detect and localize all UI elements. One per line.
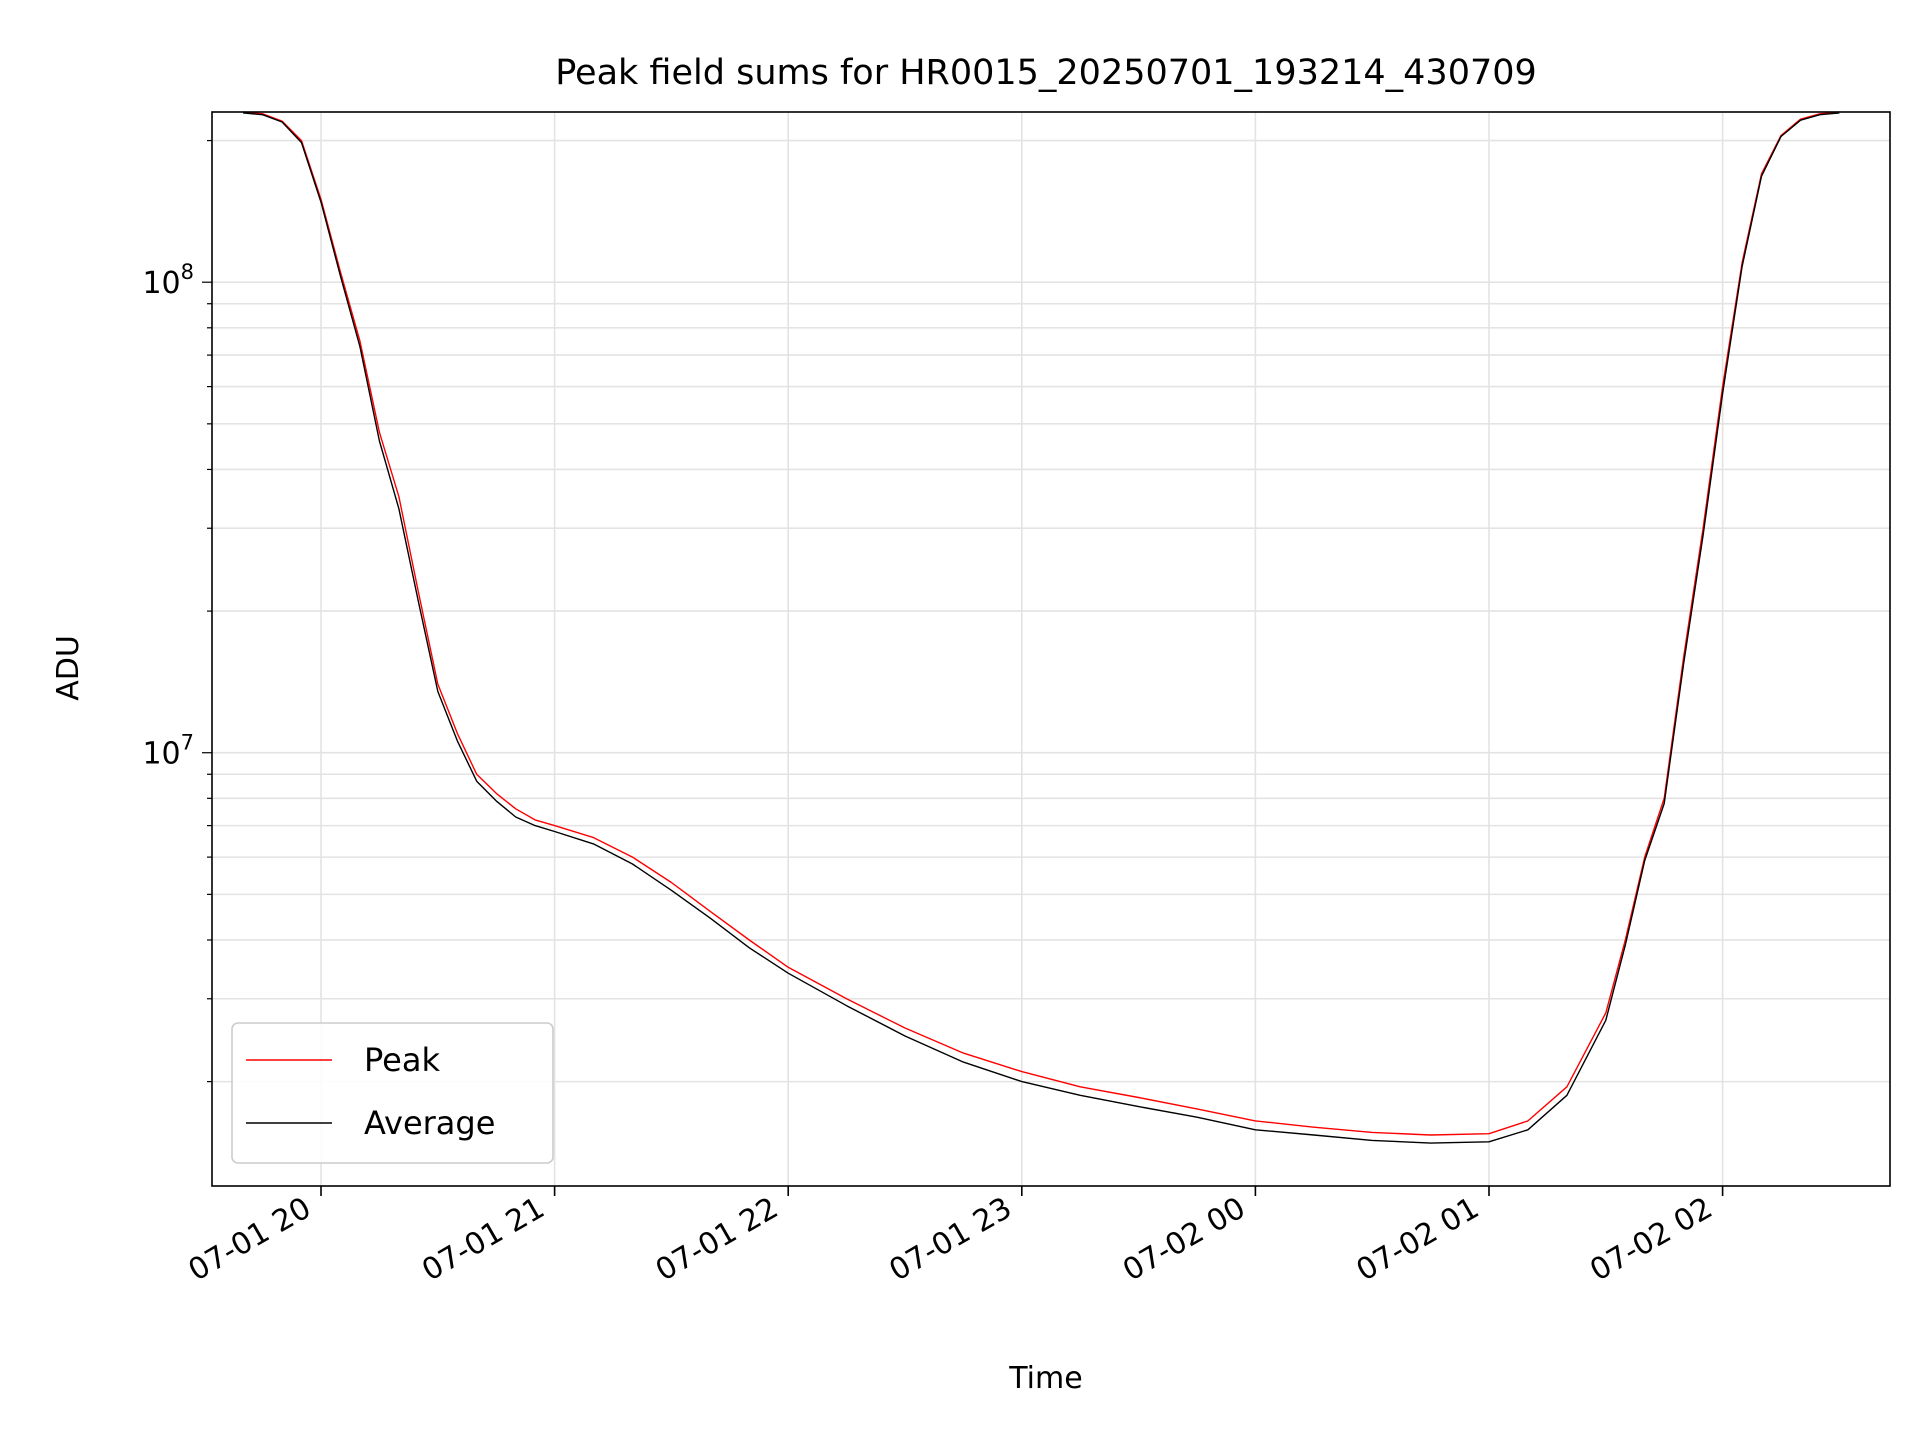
x-axis-label: Time xyxy=(1008,1361,1082,1396)
x-tick-label: 07-01 22 xyxy=(650,1191,784,1289)
series-line-average xyxy=(243,112,1840,1144)
x-tick-label: 07-02 02 xyxy=(1584,1191,1718,1289)
series-line-peak xyxy=(243,111,1840,1136)
legend: Peak Average xyxy=(231,1022,554,1164)
legend-label-average: Average xyxy=(364,1104,495,1142)
y-tick-label: 107 xyxy=(142,731,194,772)
x-tick-label: 07-02 00 xyxy=(1117,1191,1251,1289)
chart-title: Peak field sums for HR0015_20250701_1932… xyxy=(555,53,1537,93)
y-axis-label: ADU xyxy=(51,635,86,701)
x-tick-label: 07-01 21 xyxy=(416,1191,550,1289)
y-tick-label-exponent: 8 xyxy=(181,260,194,284)
series-lines xyxy=(243,111,1840,1144)
y-tick-label-exponent: 7 xyxy=(181,731,194,755)
y-tick-label-base: 10 xyxy=(142,266,180,301)
y-tick-label-base: 10 xyxy=(142,737,180,772)
legend-label-peak: Peak xyxy=(364,1041,440,1079)
plot-frame xyxy=(211,111,1891,1187)
legend-box xyxy=(231,1022,554,1164)
y-tick-label: 108 xyxy=(142,260,194,301)
x-tick-label: 07-01 20 xyxy=(183,1191,317,1289)
x-tick-label: 07-02 01 xyxy=(1351,1191,1485,1289)
x-tick-label: 07-01 23 xyxy=(883,1191,1017,1289)
grid-lines xyxy=(212,112,1890,1186)
